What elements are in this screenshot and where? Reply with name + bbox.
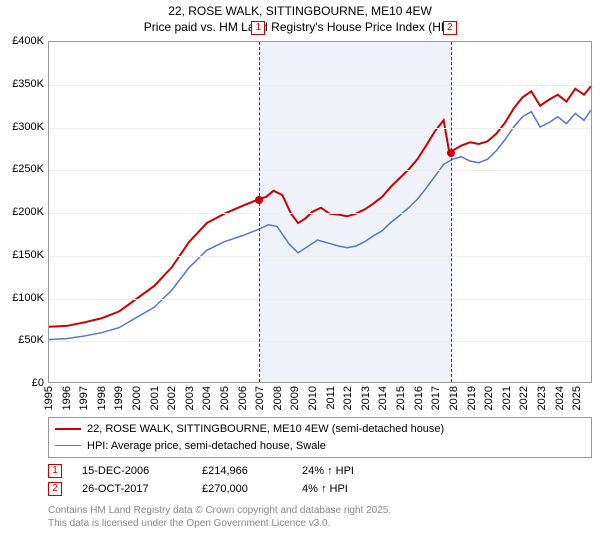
marker-label: 2 [443,21,457,35]
attribution-line1: Contains HM Land Registry data © Crown c… [48,504,592,517]
sale-price: £214,966 [202,465,282,477]
x-tick-label: 2024 [554,386,566,410]
x-tick-label: 2025 [571,386,583,410]
x-tick-label: 2011 [325,386,337,410]
x-tick-label: 1998 [96,386,108,410]
legend-label: HPI: Average price, semi-detached house,… [87,438,326,455]
sale-date: 15-DEC-2006 [82,465,182,477]
sale-row: 2 26-OCT-2017 £270,000 4% ↑ HPI [48,480,592,498]
series-hpi [49,110,591,340]
chart-svg [49,42,591,382]
plot-area [48,41,592,383]
y-tick-label: £50K [18,334,48,346]
x-tick-label: 2023 [536,386,548,410]
y-tick-label: £400K [12,35,48,47]
attribution: Contains HM Land Registry data © Crown c… [48,504,592,530]
legend-item: HPI: Average price, semi-detached house,… [55,438,585,455]
x-tick-label: 2016 [413,386,425,410]
marker-dot [255,196,263,204]
x-tick-label: 2020 [483,386,495,410]
y-tick-label: £150K [12,249,48,261]
x-tick-label: 2007 [254,386,266,410]
x-tick-label: 2004 [201,386,213,410]
sale-delta: 24% ↑ HPI [302,465,402,477]
legend-item: 22, ROSE WALK, SITTINGBOURNE, ME10 4EW (… [55,421,585,438]
sale-marker: 1 [48,464,62,478]
legend-swatch [55,445,81,446]
x-tick-label: 2018 [448,386,460,410]
title-subtitle: Price paid vs. HM Land Registry's House … [0,20,600,36]
x-tick-label: 2015 [395,386,407,410]
x-tick-label: 2017 [430,386,442,410]
sale-date: 26-OCT-2017 [82,483,182,495]
y-tick-label: £250K [12,163,48,175]
marker-vline [259,42,260,382]
marker-label: 1 [251,21,265,35]
y-tick-label: £350K [12,78,48,90]
x-tick-label: 2013 [360,386,372,410]
x-tick-label: 1999 [113,386,125,410]
sales-table: 1 15-DEC-2006 £214,966 24% ↑ HPI 2 26-OCT-201… [48,462,592,498]
x-tick-label: 2006 [237,386,249,410]
x-tick-label: 1996 [61,386,73,410]
marker-dot [447,149,455,157]
title-address: 22, ROSE WALK, SITTINGBOURNE, ME10 4EW [0,4,600,20]
series-price_paid [49,86,591,326]
sale-row: 1 15-DEC-2006 £214,966 24% ↑ HPI [48,462,592,480]
x-tick-label: 1995 [43,386,55,410]
legend-label: 22, ROSE WALK, SITTINGBOURNE, ME10 4EW (… [87,421,444,438]
x-tick-label: 2019 [466,386,478,410]
x-tick-label: 2021 [501,386,513,410]
x-tick-label: 2000 [131,386,143,410]
legend-swatch [55,428,81,430]
x-tick-label: 2009 [289,386,301,410]
x-tick-label: 2010 [307,386,319,410]
y-tick-label: £200K [12,206,48,218]
x-tick-label: 2001 [149,386,161,410]
chart-area: £0£50K£100K£150K£200K£250K£300K£350K£400… [48,41,592,411]
sale-price: £270,000 [202,483,282,495]
chart-container: 22, ROSE WALK, SITTINGBOURNE, ME10 4EW P… [0,0,600,560]
legend-box: 22, ROSE WALK, SITTINGBOURNE, ME10 4EW (… [48,417,592,458]
x-tick-label: 1997 [78,386,90,410]
x-tick-label: 2005 [219,386,231,410]
attribution-line2: This data is licensed under the Open Gov… [48,517,592,530]
sale-delta: 4% ↑ HPI [302,483,402,495]
x-tick-label: 2014 [377,386,389,410]
sale-marker: 2 [48,482,62,496]
title-block: 22, ROSE WALK, SITTINGBOURNE, ME10 4EW P… [0,0,600,35]
x-tick-label: 2022 [518,386,530,410]
x-tick-label: 2002 [166,386,178,410]
x-tick-label: 2012 [342,386,354,410]
marker-vline [451,42,452,382]
y-tick-label: £300K [12,121,48,133]
x-tick-label: 2008 [272,386,284,410]
x-tick-label: 2003 [184,386,196,410]
y-tick-label: £100K [12,292,48,304]
